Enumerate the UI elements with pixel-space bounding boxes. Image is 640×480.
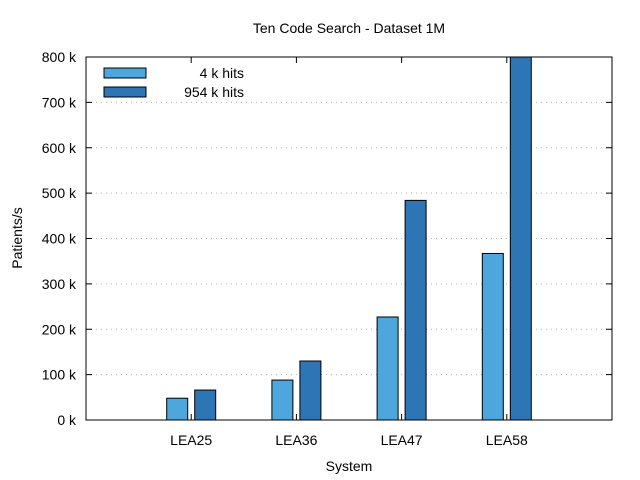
bar: [509, 56, 532, 421]
x-tick-label: LEA58: [486, 432, 528, 448]
y-tick-label: 700 k: [42, 94, 77, 110]
x-tick-label: LEA36: [275, 432, 317, 448]
legend-swatch: [103, 86, 147, 98]
legend-label: 954 k hits: [184, 84, 244, 100]
y-tick-label: 200 k: [42, 321, 77, 337]
y-tick-label: 500 k: [42, 185, 77, 201]
bar: [299, 360, 322, 421]
x-tick-label: LEA47: [381, 432, 423, 448]
bar: [376, 316, 399, 421]
y-tick-label: 800 k: [42, 49, 77, 65]
bar: [194, 389, 217, 421]
bar: [166, 397, 189, 421]
legend: 4 k hits 954 k hits: [103, 65, 244, 100]
bars: [166, 56, 532, 421]
bar: [404, 199, 427, 421]
y-axis-label: Patients/s: [9, 207, 25, 268]
gridlines: [86, 101, 612, 376]
bar: [271, 379, 294, 421]
y-tick-label: 600 k: [42, 140, 77, 156]
y-tick-label: 100 k: [42, 367, 77, 383]
legend-swatch: [103, 67, 147, 79]
chart-title: Ten Code Search - Dataset 1M: [253, 20, 445, 36]
y-tick-label: 300 k: [42, 276, 77, 292]
x-axis-label: System: [326, 458, 373, 474]
y-axis-ticks: 0 k 100 k 200 k 300 k 400 k 500 k 600 k 700 k 80…: [42, 49, 612, 428]
plot-frame: [85, 56, 613, 421]
bar: [481, 252, 504, 421]
y-tick-label: 400 k: [42, 231, 77, 247]
x-tick-label: LEA25: [170, 432, 212, 448]
legend-label: 4 k hits: [200, 65, 244, 81]
y-tick-label: 0 k: [57, 412, 77, 428]
x-axis-ticks: LEA25 LEA36 LEA47 LEA58: [170, 57, 528, 448]
